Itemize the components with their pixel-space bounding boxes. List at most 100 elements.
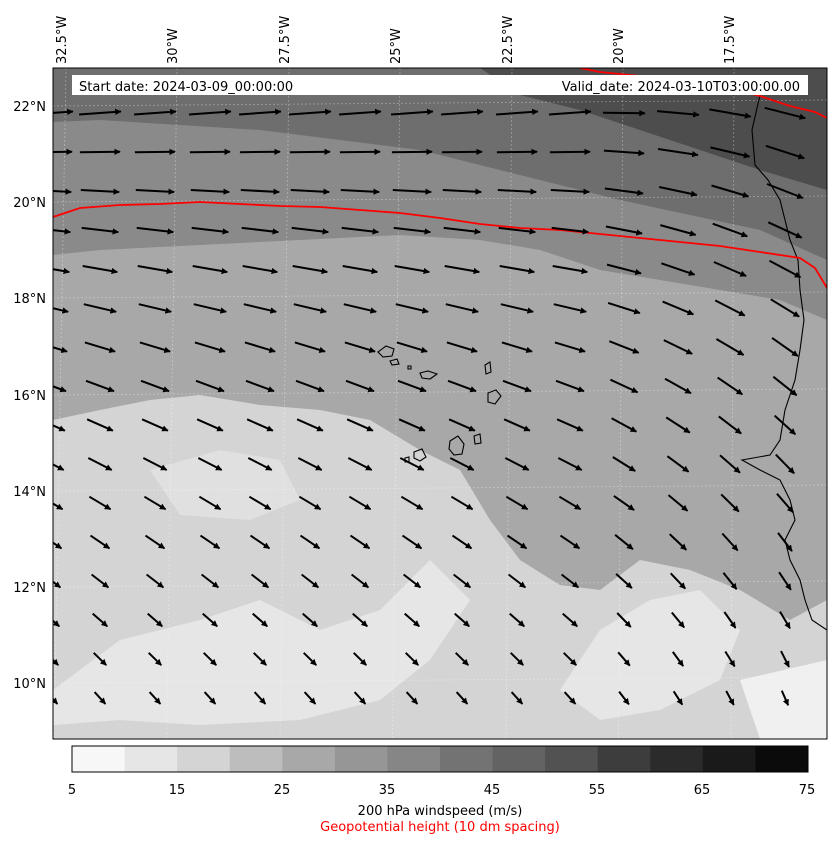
wind-arrow [562, 652, 578, 666]
date-box [72, 75, 808, 95]
wind-arrow [393, 226, 431, 235]
valid-date-label: Valid_date: 2024-03-10T03:00:00.00 [562, 80, 800, 95]
wind-arrow [342, 265, 378, 275]
wind-arrow [202, 652, 218, 666]
wind-arrow [441, 108, 484, 116]
colorbar-segment [124, 746, 178, 772]
wind-arrow [53, 228, 71, 235]
wind-arrow [89, 534, 111, 550]
wind-arrow [141, 418, 169, 432]
wind-arrow [608, 340, 640, 354]
wind-arrow [550, 188, 590, 195]
wind-arrow [609, 378, 639, 394]
wind-arrow [144, 534, 166, 550]
wind-arrow [289, 108, 332, 116]
wind-arrow [137, 265, 173, 275]
wind-arrow [297, 457, 323, 471]
wind-arrow [401, 534, 423, 550]
wind-arrow [663, 339, 693, 355]
wind-arrow [452, 573, 472, 589]
wind-arrow [295, 379, 325, 393]
wind-arrow [671, 651, 685, 667]
wind-arrow [562, 612, 578, 628]
wind-arrow [139, 341, 171, 353]
map-panel [53, 68, 827, 739]
africa-coastline [740, 94, 827, 631]
wind-arrow [191, 226, 229, 235]
wind-arrow [92, 612, 108, 628]
wind-arrow [352, 612, 368, 628]
wind-arrow [86, 418, 114, 432]
wind-arrow [709, 108, 752, 119]
colorbar-ticks: 5 15 25 35 45 55 65 75 [68, 783, 815, 798]
windspeed-patch-light-1 [53, 560, 470, 725]
wind-arrow [715, 338, 745, 356]
windspeed-band-darkest [480, 68, 827, 190]
colorbar-tick: 35 [379, 783, 396, 798]
wind-arrow [551, 226, 589, 235]
wind-arrow [778, 571, 792, 591]
wind-arrow [353, 691, 367, 705]
wind-arrow [53, 424, 66, 432]
wind-arrow [720, 493, 740, 513]
wind-arrow [138, 303, 172, 314]
colorbar-tick: 25 [274, 783, 291, 798]
wind-arrow [501, 341, 533, 353]
wind-arrow [395, 303, 429, 314]
wind-arrow [447, 379, 477, 393]
wind-arrow [147, 652, 163, 666]
wind-arrow [340, 188, 380, 195]
wind-arrow [442, 188, 482, 195]
wind-arrow [142, 457, 168, 471]
wind-arrow [349, 534, 371, 550]
wind-arrow [147, 612, 163, 628]
colorbar-tick: 5 [68, 783, 76, 798]
wind-arrow [405, 691, 419, 705]
parallel-line [53, 99, 827, 107]
graticule [53, 68, 827, 739]
wind-arrow [666, 455, 690, 473]
wind-arrow [711, 184, 750, 198]
wind-arrow [451, 534, 473, 550]
lon-label: 25°W [389, 28, 404, 64]
wind-arrow [87, 457, 113, 471]
wind-arrow [53, 267, 70, 275]
wind-arrow [200, 573, 220, 589]
lon-label: 17.5°W [723, 16, 738, 64]
wind-arrow [509, 612, 525, 628]
wind-arrow [245, 379, 275, 393]
wind-arrow [771, 337, 799, 357]
wind-arrow [448, 418, 476, 432]
wind-arrow [82, 265, 118, 275]
colorbar-segment [755, 746, 809, 772]
wind-arrow [723, 611, 737, 629]
wind-arrow [252, 652, 268, 666]
wind-arrow [148, 691, 162, 705]
wind-arrow [612, 456, 636, 472]
wind-arrow [503, 418, 531, 432]
wind-arrow [350, 573, 370, 589]
wind-arrow [352, 652, 368, 666]
colorbar-tick: 75 [799, 783, 816, 798]
colorbar-segment [650, 746, 704, 772]
wind-arrow [559, 534, 581, 550]
wind-arrow [53, 541, 63, 550]
wind-arrow [765, 144, 805, 160]
wind-arrow [618, 690, 630, 706]
wind-arrow [446, 341, 478, 353]
colorbar-segment [440, 746, 494, 772]
lon-label: 22.5°W [501, 16, 516, 64]
wind-arrow [780, 690, 790, 706]
wind-arrow [192, 265, 228, 275]
wind-arrow [79, 108, 122, 116]
wind-arrow [344, 341, 376, 353]
wind-arrow [505, 495, 529, 511]
wind-arrow [246, 418, 274, 432]
wind-arrow [454, 652, 470, 666]
wind-arrow [555, 379, 585, 393]
wind-arrow [85, 379, 115, 393]
wind-arrow [53, 188, 72, 195]
wind-arrow [766, 183, 804, 199]
wind-arrow [553, 303, 587, 314]
wind-arrow [243, 303, 277, 314]
